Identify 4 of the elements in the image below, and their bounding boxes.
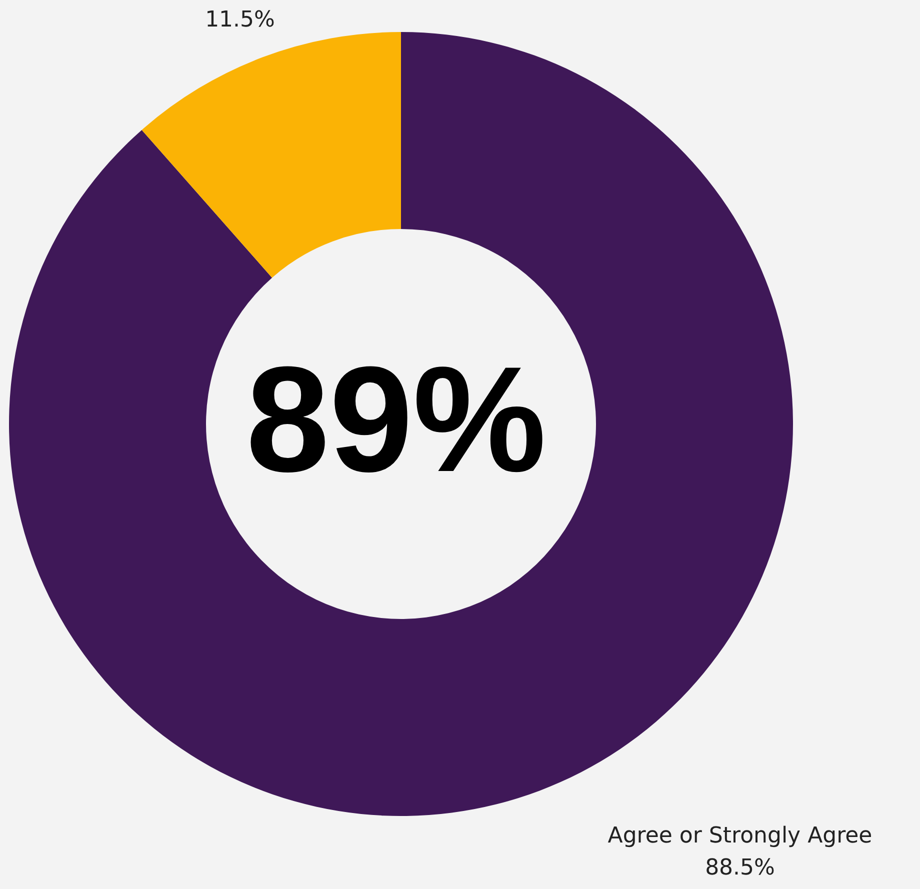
- text: 89%: [246, 335, 546, 503]
- slice-label: Agree or Strongly Agree: [608, 824, 872, 848]
- data-label: 11.5%: [205, 8, 275, 32]
- data-label: 88.5%: [705, 856, 775, 880]
